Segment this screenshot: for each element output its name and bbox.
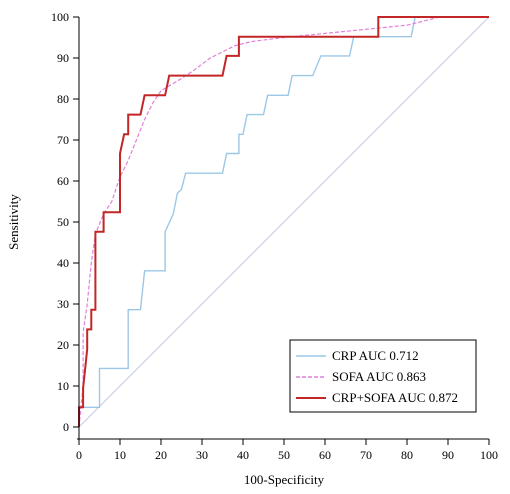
- y-axis-title: Sensitivity: [6, 194, 21, 250]
- series-line-3: [78, 16, 489, 427]
- legend-label-1: CRP AUC 0.712: [332, 348, 419, 363]
- x-tick-label: 70: [360, 448, 372, 462]
- y-tick-label: 60: [57, 174, 69, 188]
- x-tick-label: 50: [278, 448, 290, 462]
- legend-label-3: CRP+SOFA AUC 0.872: [332, 390, 458, 405]
- x-tick-label: 100: [480, 448, 498, 462]
- legend: CRP AUC 0.712 SOFA AUC 0.863 CRP+SOFA AUC …: [289, 339, 477, 413]
- y-tick-label: 90: [57, 51, 69, 65]
- y-tick-label: 50: [57, 215, 69, 229]
- y-tick-label: 40: [57, 256, 69, 270]
- reference-diagonal: [78, 16, 490, 428]
- x-tick-label: 0: [76, 448, 82, 462]
- y-tick-label: 80: [57, 92, 69, 106]
- x-tick-label: 20: [155, 448, 167, 462]
- x-tick-label: 30: [196, 448, 208, 462]
- y-tick-label: 100: [51, 10, 69, 24]
- y-tick-label: 70: [57, 133, 69, 147]
- legend-label-2: SOFA AUC 0.863: [332, 369, 426, 384]
- x-axis-title: 100-Specificity: [244, 472, 325, 487]
- x-tick-label: 10: [114, 448, 126, 462]
- y-tick-label: 20: [57, 338, 69, 352]
- series-line-2: [78, 16, 489, 428]
- legend-box: [289, 339, 477, 413]
- x-tick-label: 80: [401, 448, 413, 462]
- series-line-1: [78, 16, 489, 427]
- y-tick-label: 0: [63, 420, 69, 434]
- x-tick-label: 60: [319, 448, 331, 462]
- y-tick-label: 30: [57, 297, 69, 311]
- y-tick-label: 10: [57, 379, 69, 393]
- x-tick-label: 90: [442, 448, 454, 462]
- x-tick-label: 40: [237, 448, 249, 462]
